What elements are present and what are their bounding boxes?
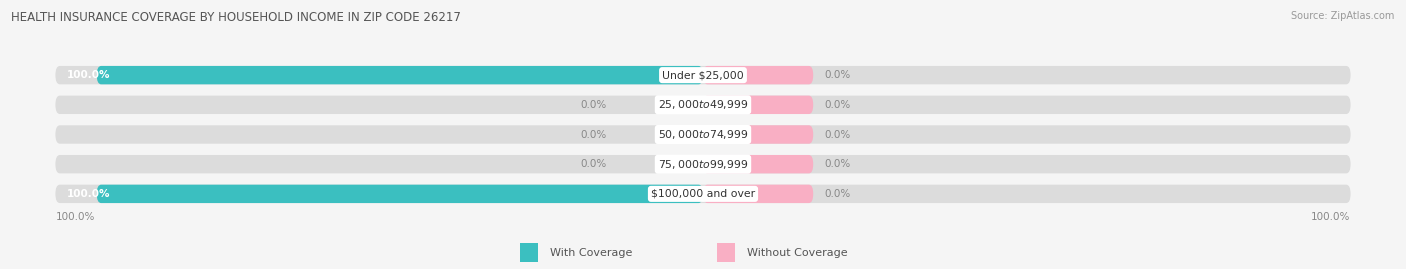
Text: $25,000 to $49,999: $25,000 to $49,999 xyxy=(658,98,748,111)
Text: 0.0%: 0.0% xyxy=(581,100,606,110)
Text: $100,000 and over: $100,000 and over xyxy=(651,189,755,199)
FancyBboxPatch shape xyxy=(97,66,703,84)
FancyBboxPatch shape xyxy=(703,66,813,84)
FancyBboxPatch shape xyxy=(703,155,813,174)
Text: $50,000 to $74,999: $50,000 to $74,999 xyxy=(658,128,748,141)
Text: 100.0%: 100.0% xyxy=(66,70,110,80)
Text: Without Coverage: Without Coverage xyxy=(747,248,848,258)
FancyBboxPatch shape xyxy=(55,155,1351,174)
Text: 0.0%: 0.0% xyxy=(824,70,851,80)
FancyBboxPatch shape xyxy=(97,185,703,203)
Text: 100.0%: 100.0% xyxy=(66,189,110,199)
FancyBboxPatch shape xyxy=(703,185,813,203)
FancyBboxPatch shape xyxy=(55,66,1351,84)
Text: 0.0%: 0.0% xyxy=(824,129,851,140)
Text: 0.0%: 0.0% xyxy=(581,159,606,169)
FancyBboxPatch shape xyxy=(55,95,1351,114)
Text: Source: ZipAtlas.com: Source: ZipAtlas.com xyxy=(1291,11,1395,21)
Text: 0.0%: 0.0% xyxy=(824,189,851,199)
Text: HEALTH INSURANCE COVERAGE BY HOUSEHOLD INCOME IN ZIP CODE 26217: HEALTH INSURANCE COVERAGE BY HOUSEHOLD I… xyxy=(11,11,461,24)
Text: 0.0%: 0.0% xyxy=(824,159,851,169)
Text: 0.0%: 0.0% xyxy=(824,100,851,110)
Text: With Coverage: With Coverage xyxy=(550,248,633,258)
Text: 0.0%: 0.0% xyxy=(581,129,606,140)
FancyBboxPatch shape xyxy=(703,125,813,144)
FancyBboxPatch shape xyxy=(55,185,1351,203)
Text: Under $25,000: Under $25,000 xyxy=(662,70,744,80)
FancyBboxPatch shape xyxy=(703,95,813,114)
Text: 100.0%: 100.0% xyxy=(1312,212,1351,222)
Text: 100.0%: 100.0% xyxy=(55,212,94,222)
FancyBboxPatch shape xyxy=(55,125,1351,144)
Text: $75,000 to $99,999: $75,000 to $99,999 xyxy=(658,158,748,171)
